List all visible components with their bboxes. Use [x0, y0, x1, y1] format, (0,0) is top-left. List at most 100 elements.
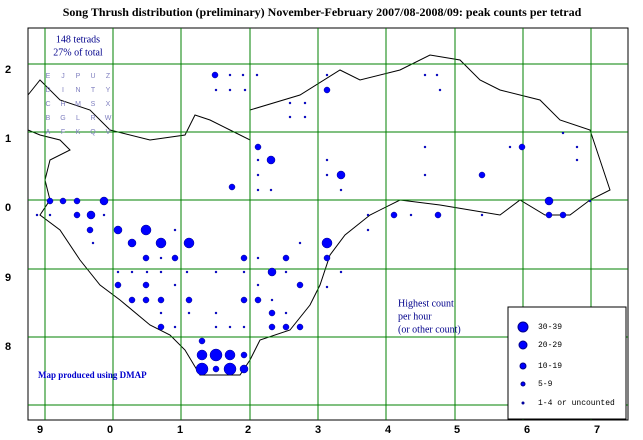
key-letter: I	[62, 87, 64, 94]
record-dot	[157, 296, 165, 304]
record-dot	[321, 237, 333, 249]
key-letter: K	[76, 129, 81, 136]
key-letter: R	[90, 115, 95, 122]
record-dot	[544, 196, 554, 206]
record-dot	[185, 270, 189, 274]
record-dot	[240, 254, 248, 262]
record-dot	[288, 115, 292, 119]
record-dot	[228, 88, 232, 92]
record-dot	[254, 143, 262, 151]
record-dot	[171, 254, 179, 262]
x-label: 9	[37, 424, 43, 436]
record-dot	[270, 298, 274, 302]
key-letter: M	[75, 101, 81, 108]
record-dot	[256, 173, 260, 177]
record-dot	[73, 211, 81, 219]
record-dot	[268, 323, 276, 331]
key-letter: W	[105, 115, 112, 122]
record-dot	[240, 351, 248, 359]
record-dot	[242, 325, 246, 329]
key-letter: Z	[106, 73, 111, 80]
record-dot	[113, 225, 123, 235]
legend-label: 20-29	[538, 341, 562, 350]
key-letter: G	[60, 115, 65, 122]
record-dot	[267, 267, 277, 277]
x-label: 1	[177, 424, 183, 436]
x-label: 3	[315, 424, 321, 436]
record-dot	[323, 254, 331, 262]
tetrads-note: 27% of total	[53, 47, 103, 58]
record-dot	[518, 143, 526, 151]
record-dot	[434, 211, 442, 219]
record-dot	[325, 285, 329, 289]
record-dot	[339, 270, 343, 274]
record-dot	[325, 158, 329, 162]
record-dot	[284, 311, 288, 315]
record-dot	[48, 213, 52, 217]
y-label: 9	[5, 272, 11, 284]
record-dot	[86, 210, 96, 220]
record-dot	[409, 213, 413, 217]
record-dot	[269, 188, 273, 192]
key-letter: F	[61, 129, 65, 136]
key-letter: E	[46, 73, 51, 80]
record-dot	[91, 241, 95, 245]
record-dot	[288, 101, 292, 105]
record-dot	[142, 254, 150, 262]
record-dot	[303, 101, 307, 105]
record-dot	[73, 197, 81, 205]
record-dot	[142, 296, 150, 304]
record-dot	[142, 281, 150, 289]
record-dot	[508, 145, 512, 149]
record-dot	[159, 256, 163, 260]
record-dot	[559, 211, 567, 219]
record-dot	[127, 238, 137, 248]
key-letter: C	[45, 101, 50, 108]
record-dot	[159, 270, 163, 274]
legend-dot	[519, 362, 527, 370]
record-dot	[282, 323, 290, 331]
record-dot	[423, 145, 427, 149]
record-dot	[140, 224, 152, 236]
record-dot	[35, 213, 39, 217]
legend-dot	[518, 340, 528, 350]
record-dot	[214, 325, 218, 329]
record-dot	[325, 73, 329, 77]
record-dot	[228, 183, 236, 191]
record-dot	[268, 309, 276, 317]
record-dot	[284, 270, 288, 274]
record-dot	[366, 213, 370, 217]
key-letter: T	[91, 87, 96, 94]
y-label: 0	[5, 202, 11, 214]
record-dot	[173, 283, 177, 287]
record-dot	[185, 296, 193, 304]
record-dot	[561, 131, 565, 135]
annotation: Highest count	[398, 298, 454, 309]
key-letter: J	[61, 73, 65, 80]
record-dot	[130, 270, 134, 274]
x-label: 7	[594, 424, 600, 436]
record-dot	[423, 173, 427, 177]
record-dot	[214, 88, 218, 92]
key-letter: X	[106, 101, 111, 108]
tetrads-note: 148 tetrads	[56, 34, 100, 45]
record-dot	[298, 241, 302, 245]
record-dot	[435, 73, 439, 77]
key-letter: S	[91, 101, 96, 108]
record-dot	[239, 364, 249, 374]
record-dot	[282, 254, 290, 262]
record-dot	[228, 73, 232, 77]
record-dot	[575, 145, 579, 149]
record-dot	[545, 211, 553, 219]
record-dot	[224, 349, 236, 361]
record-dot	[46, 197, 54, 205]
record-dot	[145, 270, 149, 274]
record-dot	[102, 213, 106, 217]
record-dot	[575, 158, 579, 162]
record-dot	[173, 325, 177, 329]
record-dot	[323, 86, 331, 94]
legend-label: 10-19	[538, 362, 562, 371]
record-dot	[240, 296, 248, 304]
record-dot	[256, 256, 260, 260]
